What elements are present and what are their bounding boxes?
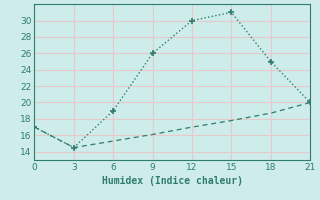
X-axis label: Humidex (Indice chaleur): Humidex (Indice chaleur) [102, 176, 243, 186]
